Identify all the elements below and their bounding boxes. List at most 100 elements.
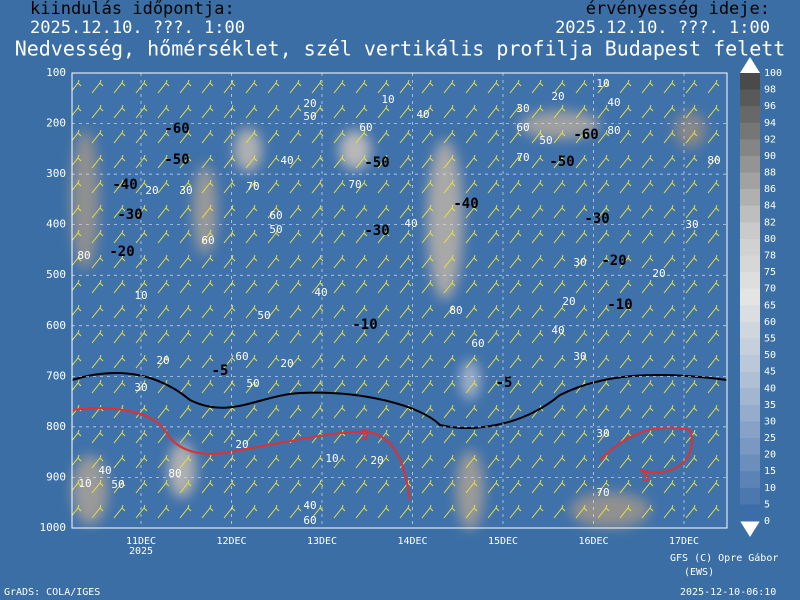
- credit: GFS (C) Opre Gábor: [670, 552, 778, 564]
- timestamp: 2025-12-10-06:10: [680, 587, 776, 598]
- humidity-label: 60: [516, 121, 529, 134]
- start-label: kiindulás időpontja:: [30, 0, 235, 19]
- humidity-label: 30: [516, 102, 529, 115]
- humidity-label: 40: [404, 217, 417, 230]
- humidity-label: 20: [303, 97, 316, 110]
- humidity-label: 70: [516, 151, 529, 164]
- colorbar-label: 88: [764, 168, 776, 179]
- y-tick-label: 500: [46, 268, 66, 281]
- humidity-label: 40: [551, 324, 564, 337]
- humidity-label: 30: [685, 218, 698, 231]
- colorbar-bottom: [740, 521, 760, 537]
- temperature-label: -5: [496, 375, 513, 391]
- colorbar-label: 60: [764, 317, 776, 328]
- humidity-label: 20: [235, 438, 248, 451]
- temperature-label: -10: [352, 317, 377, 333]
- x-tick-label: 12DEC: [216, 536, 246, 547]
- colorbar-cell: [740, 172, 760, 190]
- wind-barbs: [72, 73, 727, 528]
- colorbar-cell: [740, 288, 760, 306]
- temperature-label: -30: [584, 211, 609, 227]
- colorbar-cell: [740, 471, 760, 489]
- colorbar-label: 86: [764, 184, 776, 195]
- humidity-label: 50: [246, 377, 259, 390]
- colorbar-cell: [740, 255, 760, 273]
- humidity-label: 60: [359, 121, 372, 134]
- colorbar-label: 82: [764, 217, 776, 228]
- humidity-label: 50: [257, 309, 270, 322]
- y-tick-label: 400: [46, 218, 66, 231]
- colorbar-cell: [740, 272, 760, 290]
- humidity-label: 30: [573, 256, 586, 269]
- valid-time: 2025.12.10. ???. 1:00: [555, 18, 770, 38]
- humidity-label: 70: [596, 486, 609, 499]
- temperature-label: -50: [549, 154, 574, 170]
- humidity-label: 70: [348, 178, 361, 191]
- humidity-label: 10: [596, 77, 609, 90]
- humidity-label: 30: [179, 184, 192, 197]
- colorbar-cell: [740, 371, 760, 389]
- year-label: 2025: [129, 546, 153, 557]
- colorbar-cell: [740, 355, 760, 373]
- temperature-label: -20: [601, 253, 626, 269]
- humidity-label: 50: [111, 478, 124, 491]
- x-tick-label: 16DEC: [578, 536, 608, 547]
- colorbar-cell: [740, 454, 760, 472]
- humidity-label: 80: [707, 154, 720, 167]
- colorbar-label: 100: [764, 68, 782, 79]
- y-tick-label: 800: [46, 420, 66, 433]
- credit2: (EWS): [684, 567, 714, 578]
- colorbar-label: 5: [764, 499, 770, 510]
- colorbar-cell: [740, 487, 760, 505]
- humidity-label: 80: [168, 467, 181, 480]
- colorbar-label: 30: [764, 416, 776, 427]
- humidity-label: 40: [416, 108, 429, 121]
- colorbar-cell: [740, 421, 760, 439]
- temperature-label: -30: [364, 223, 389, 239]
- colorbar-label: 80: [764, 234, 776, 245]
- colorbar-cell: [740, 238, 760, 257]
- colorbar-label: 75: [764, 267, 776, 278]
- humidity-label: 30: [134, 381, 147, 394]
- colorbar-cell: [740, 155, 760, 174]
- colorbar-label: 35: [764, 400, 776, 411]
- colorbar-label: 94: [764, 118, 776, 129]
- humidity-label: 60: [471, 337, 484, 350]
- temperature-label: -40: [453, 196, 478, 212]
- humidity-label: 10: [325, 452, 338, 465]
- humidity-label: 50: [303, 110, 316, 123]
- humidity-label: 80: [77, 249, 90, 262]
- humidity-label: 20: [145, 184, 158, 197]
- colorbar-cell: [740, 106, 760, 124]
- colorbar-top: [740, 57, 760, 73]
- humidity-label: 30: [573, 350, 586, 363]
- humidity-label: 20: [156, 354, 169, 367]
- humidity-label: 30: [596, 427, 609, 440]
- y-tick-label: 700: [46, 369, 66, 382]
- colorbar-cell: [740, 122, 760, 140]
- y-tick-label: 300: [46, 167, 66, 180]
- temperature-label: -50: [164, 152, 189, 168]
- temperature-label: -50: [364, 155, 389, 171]
- humidity-label: 20: [562, 295, 575, 308]
- colorbar-cell: [740, 139, 760, 157]
- x-tick-label: 13DEC: [307, 536, 337, 547]
- humidity-label: 40: [98, 464, 111, 477]
- humidity-label: 50: [539, 134, 552, 147]
- temperature-label: -60: [573, 127, 598, 143]
- x-tick-label: 17DEC: [669, 536, 699, 547]
- colorbar-cell: [740, 305, 760, 323]
- colorbar-label: 25: [764, 433, 776, 444]
- humidity-label: 40: [314, 286, 327, 299]
- warm-label: 5: [361, 429, 369, 444]
- plot-frame: [71, 72, 728, 529]
- colorbar-label: 96: [764, 101, 776, 112]
- valid-label: érvényesség ideje:: [586, 0, 770, 19]
- colorbar-label: 84: [764, 201, 776, 212]
- colorbar-cell: [740, 338, 760, 356]
- colorbar-cell: [740, 189, 760, 207]
- chart-title: Nedvesség, hőmérséklet, szél vertikális …: [15, 37, 786, 61]
- colorbar-label: 15: [764, 466, 776, 477]
- x-tick-label: 15DEC: [488, 536, 518, 547]
- humidity-label: 60: [269, 209, 282, 222]
